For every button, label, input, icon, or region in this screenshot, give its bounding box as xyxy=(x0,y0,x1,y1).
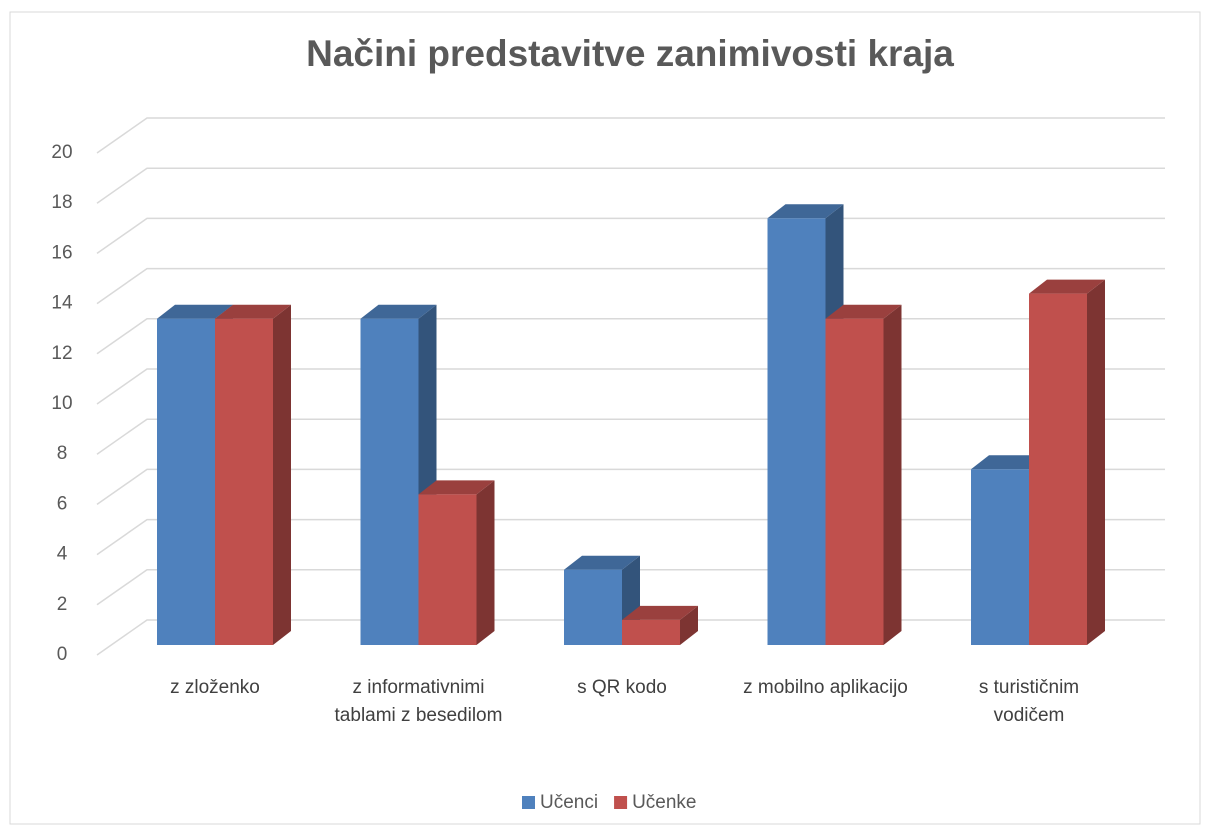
bar-front xyxy=(1029,293,1087,645)
bar-front xyxy=(418,494,477,645)
bar-front xyxy=(215,318,273,645)
bar-side xyxy=(273,304,291,645)
bar xyxy=(360,304,437,645)
bar-top xyxy=(825,304,902,319)
y-tick-label: 18 xyxy=(51,192,72,213)
grid-line xyxy=(96,117,1165,154)
y-tick-label: 4 xyxy=(57,544,68,565)
bar-front xyxy=(360,318,419,645)
bar-front xyxy=(157,318,215,645)
bar-top xyxy=(157,304,233,319)
y-tick-label: 6 xyxy=(57,493,68,514)
legend-label: Učenke xyxy=(632,792,696,813)
grid-line xyxy=(96,167,1165,204)
y-tick-label: 0 xyxy=(57,644,68,665)
x-tick-label: s turističnim vodičem xyxy=(978,677,1080,726)
chart-title: Načini predstavitve zanimivosti kraja xyxy=(306,33,954,74)
bar-top xyxy=(360,304,437,319)
bar-top xyxy=(215,304,291,319)
bar xyxy=(622,605,698,645)
bar-top xyxy=(767,204,844,219)
bar-side xyxy=(1087,279,1105,645)
bar-top xyxy=(622,605,698,620)
y-tick-label: 16 xyxy=(51,242,72,263)
bar-top xyxy=(418,480,495,495)
x-tick-label: z informativnimi tablami z besedilom xyxy=(334,677,503,726)
bar-top xyxy=(564,555,640,570)
bar xyxy=(418,480,495,645)
y-tick-label: 12 xyxy=(51,343,72,364)
bar-front xyxy=(767,218,826,646)
bar-side xyxy=(476,480,495,645)
bar-front xyxy=(825,318,884,645)
x-tick-label: s QR kodo xyxy=(577,677,667,698)
legend-swatch xyxy=(614,796,628,809)
bar-front xyxy=(971,469,1029,645)
y-tick-label: 2 xyxy=(57,594,68,615)
y-tick-label: 14 xyxy=(51,293,73,314)
legend-swatch xyxy=(522,796,535,809)
bar xyxy=(1029,279,1105,645)
bar-front xyxy=(622,619,680,645)
bar xyxy=(215,304,291,645)
bar-top xyxy=(971,455,1047,470)
x-tick-label: z mobilno aplikacijo xyxy=(743,677,908,698)
y-tick-label: 8 xyxy=(57,443,68,464)
bar-top xyxy=(1029,279,1105,294)
bar-side xyxy=(883,304,902,645)
legend-label: Učenci xyxy=(540,792,598,813)
bar-front xyxy=(564,569,622,645)
bar-side xyxy=(680,605,698,645)
y-tick-label: 10 xyxy=(51,393,72,414)
y-tick-label: 20 xyxy=(51,142,72,163)
x-tick-label: z zloženko xyxy=(170,677,260,698)
bar xyxy=(825,304,902,645)
